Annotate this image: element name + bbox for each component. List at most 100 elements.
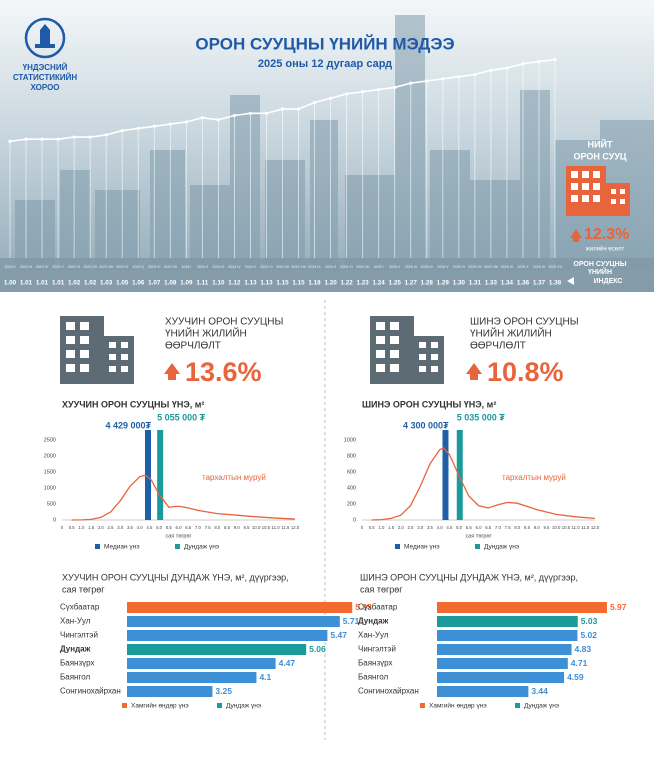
x-tick-label: 3.5: [127, 525, 134, 530]
index-label: ҮНИЙН: [588, 267, 612, 276]
legend-swatch: [515, 703, 520, 708]
index-value-label: 1.12: [228, 280, 241, 287]
category-label: Баянгол: [358, 673, 388, 682]
category-label: Чингэлтэй: [358, 645, 396, 654]
category-label: Сүхбаатар: [358, 603, 398, 612]
index-value-label: 1.38: [549, 280, 562, 287]
x-tick-label: 4.0: [137, 525, 144, 530]
x-tick-label: 2.0: [98, 525, 105, 530]
x-tick-label: 6.5: [485, 525, 492, 530]
value-label: 4.71: [571, 658, 588, 668]
logo: [24, 17, 66, 59]
index-category-label: 2025 V: [437, 265, 449, 269]
value-label: 5.02: [580, 630, 597, 640]
marker-bar: [456, 430, 463, 520]
category-label: Сонгинохайрхан: [60, 687, 121, 696]
bar: [127, 630, 328, 641]
value-label: 4.47: [279, 658, 296, 668]
index-category-label: 2024 VII: [276, 265, 289, 269]
marker-bar: [144, 430, 151, 520]
index-value-label: 1.09: [180, 280, 193, 287]
x-tick-label: 9.5: [543, 525, 550, 530]
legend-swatch: [122, 703, 127, 708]
x-tick-label: 9.0: [234, 525, 241, 530]
index-value-label: 1.23: [357, 280, 370, 287]
index-value-label: 1.01: [52, 280, 65, 287]
index-category-label: 2025 VII: [468, 265, 481, 269]
category-label: Сонгинохайрхан: [358, 687, 419, 696]
index-label: ОРОН СУУЦНЫ: [573, 261, 626, 268]
x-tick-label: 8.0: [514, 525, 521, 530]
value-label: 5.06: [309, 644, 326, 654]
index-category-label: 2024 IV: [228, 265, 241, 269]
bar: [437, 616, 578, 627]
panel-change: 10.8%: [487, 357, 564, 387]
bar: [437, 644, 572, 655]
index-value-label: 1.24: [373, 280, 386, 287]
distribution-curve: [371, 447, 596, 521]
category-label: Чингэлтэй: [60, 631, 98, 640]
index-value-label: 1.18: [308, 280, 321, 287]
x-axis-label: сая төгрөг: [465, 533, 491, 539]
bar: [437, 658, 568, 669]
up-arrow: [570, 229, 582, 242]
x-tick-label: 5.5: [166, 525, 173, 530]
bar: [127, 602, 353, 613]
legend-label: Хамгийн өндөр үнэ: [429, 702, 487, 710]
total-building-icon: [566, 166, 630, 216]
bar: [127, 658, 276, 669]
index-value-label: 1.01: [36, 280, 49, 287]
value-label: 5.95: [355, 602, 372, 612]
bar: [127, 644, 307, 655]
value-label: 5.97: [610, 602, 627, 612]
x-tick-label: 11.5: [281, 525, 290, 530]
x-tick-label: 1.5: [388, 525, 395, 530]
org-name: ҮНДЭСНИЙ: [23, 63, 68, 72]
index-value-label: 1.03: [100, 280, 113, 287]
index-category-label: 2025 IX: [501, 265, 514, 269]
index-value-label: 1.15: [276, 280, 289, 287]
chart-title: ХУУЧИН ОРОН СУУЦНЫ ДУНДАЖ ҮНЭ, м², дүүрг…: [62, 572, 289, 582]
chart-title: ШИНЭ ОРОН СУУЦНЫ ДУНДАЖ ҮНЭ, м², дүүргээ…: [360, 572, 578, 582]
x-tick-label: 11.5: [581, 525, 590, 530]
bar: [127, 616, 340, 627]
category-label: Баянзүрх: [60, 659, 94, 668]
category-label: Сүхбаатар: [60, 603, 100, 612]
index-category-label: 2023 II: [5, 265, 16, 269]
x-tick-label: 11.0: [272, 525, 281, 530]
index-value-label: 1.20: [324, 280, 337, 287]
x-tick-label: 4.0: [437, 525, 444, 530]
index-value-label: 1.37: [533, 280, 546, 287]
index-band: [0, 258, 654, 292]
chart-title: сая төгрөг: [360, 584, 403, 594]
panel-title: ҮНИЙН ЖИЛИЙН: [470, 327, 552, 340]
curve-annotation: тархалтын муруй: [202, 473, 266, 482]
value-label: 4.83: [575, 644, 592, 654]
org-name: СТАТИСТИКИЙН: [13, 73, 78, 82]
index-value-label: 1.29: [437, 280, 450, 287]
index-category-label: 2023 VI: [68, 265, 80, 269]
chart-title: ШИНЭ ОРОН СУУЦНЫ ҮНЭ, м²: [362, 399, 496, 409]
x-tick-label: 6.5: [185, 525, 192, 530]
x-tick-label: 7.5: [505, 525, 512, 530]
index-category-label: 2023 III: [20, 265, 32, 269]
marker-label: 4 429 000₮: [105, 420, 151, 430]
y-tick-label: 2500: [44, 437, 56, 443]
legend-label: Дундаж үнэ: [184, 544, 220, 551]
index-value-label: 1.07: [148, 280, 161, 287]
city-silhouette: [15, 15, 654, 270]
x-tick-label: 8.5: [224, 525, 231, 530]
index-category-label: 2023 XII: [164, 265, 177, 269]
y-tick-label: 1500: [44, 469, 56, 475]
arrow: [567, 277, 574, 285]
value-label: 3.25: [215, 686, 232, 696]
value-label: 5.03: [581, 616, 598, 626]
x-tick-label: 7.0: [495, 525, 502, 530]
bar: [127, 686, 213, 697]
x-tick-label: 10.5: [562, 525, 571, 530]
panel-change: 13.6%: [185, 357, 262, 387]
index-value-label: 1.02: [84, 280, 97, 287]
x-tick-label: 2.0: [398, 525, 405, 530]
x-tick-label: 7.0: [195, 525, 202, 530]
